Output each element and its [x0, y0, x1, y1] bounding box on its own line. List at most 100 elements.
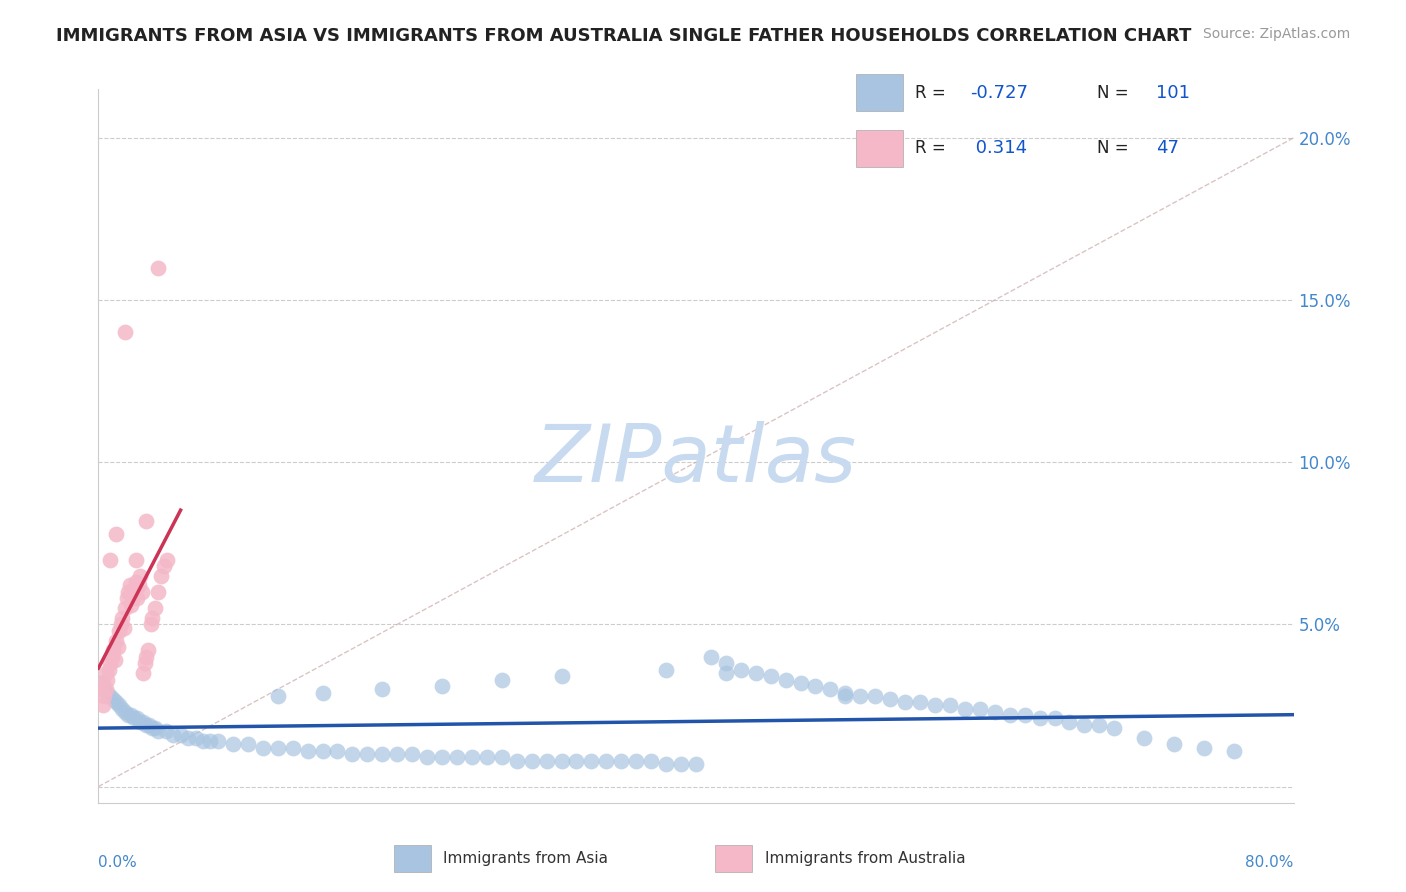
Point: [655, 756, 678, 771]
Text: Source: ZipAtlas.com: Source: ZipAtlas.com: [1202, 27, 1350, 41]
Point: [565, 754, 588, 768]
Point: [120, 598, 142, 612]
Point: [127, 591, 149, 606]
Point: [267, 740, 290, 755]
Point: [267, 689, 290, 703]
Point: [93, 682, 115, 697]
Point: [1014, 708, 1036, 723]
Point: [610, 754, 633, 768]
Point: [356, 747, 378, 761]
Point: [96, 685, 118, 699]
Text: 80.0%: 80.0%: [1246, 855, 1294, 870]
Point: [94, 666, 117, 681]
Point: [105, 526, 128, 541]
Point: [1223, 744, 1246, 758]
Point: [117, 708, 139, 723]
Point: [446, 750, 468, 764]
Point: [297, 744, 319, 758]
Point: [820, 682, 842, 697]
Point: [108, 698, 131, 713]
Point: [148, 585, 170, 599]
Point: [1104, 721, 1126, 735]
Point: [103, 692, 125, 706]
Point: [148, 260, 170, 275]
Point: [879, 692, 901, 706]
Point: [491, 750, 513, 764]
Point: [1043, 711, 1066, 725]
Point: [700, 649, 723, 664]
Point: [128, 578, 150, 592]
Point: [141, 721, 163, 735]
Point: [97, 663, 120, 677]
Point: [107, 640, 129, 654]
Point: [714, 657, 737, 671]
Point: [581, 754, 603, 768]
Point: [461, 750, 484, 764]
Text: N =: N =: [1097, 139, 1133, 157]
Point: [984, 705, 1007, 719]
Point: [100, 689, 122, 703]
FancyBboxPatch shape: [716, 846, 752, 872]
Point: [1133, 731, 1156, 745]
Point: [550, 754, 572, 768]
Point: [536, 754, 558, 768]
Point: [111, 611, 134, 625]
Point: [114, 326, 136, 340]
Point: [416, 750, 439, 764]
Text: 0.0%: 0.0%: [98, 855, 138, 870]
Point: [281, 740, 304, 755]
Point: [118, 578, 141, 592]
Point: [111, 702, 134, 716]
Point: [101, 649, 124, 664]
Point: [969, 702, 991, 716]
Point: [91, 698, 114, 713]
Point: [311, 744, 333, 758]
Point: [1088, 718, 1111, 732]
Point: [491, 673, 513, 687]
Point: [150, 568, 173, 582]
Point: [129, 568, 152, 582]
Point: [143, 721, 166, 735]
Point: [759, 669, 782, 683]
Point: [105, 633, 128, 648]
Point: [94, 682, 117, 697]
Point: [953, 702, 976, 716]
Point: [834, 685, 856, 699]
Text: R =: R =: [915, 84, 952, 102]
Point: [124, 585, 146, 599]
Point: [125, 552, 148, 566]
Point: [1059, 714, 1081, 729]
Point: [138, 718, 160, 732]
Point: [132, 666, 155, 681]
Point: [326, 744, 349, 758]
Point: [475, 750, 498, 764]
Point: [714, 666, 737, 681]
Point: [385, 747, 409, 761]
Point: [595, 754, 617, 768]
Point: [103, 643, 125, 657]
Text: Immigrants from Australia: Immigrants from Australia: [765, 851, 966, 866]
Point: [1028, 711, 1050, 725]
Point: [626, 754, 648, 768]
Text: 0.314: 0.314: [970, 139, 1028, 157]
Point: [90, 675, 112, 690]
Point: [924, 698, 946, 713]
Point: [207, 734, 229, 748]
Point: [100, 657, 122, 671]
Point: [93, 689, 115, 703]
Point: [127, 711, 149, 725]
Point: [135, 514, 157, 528]
Point: [222, 738, 245, 752]
Point: [865, 689, 887, 703]
Text: ZIPatlas: ZIPatlas: [534, 421, 858, 500]
Point: [640, 754, 662, 768]
Point: [685, 756, 707, 771]
Point: [550, 669, 572, 683]
Point: [789, 675, 811, 690]
Point: [108, 624, 131, 638]
Point: [401, 747, 423, 761]
Point: [520, 754, 543, 768]
Text: N =: N =: [1097, 84, 1133, 102]
Point: [371, 747, 394, 761]
Point: [91, 675, 114, 690]
